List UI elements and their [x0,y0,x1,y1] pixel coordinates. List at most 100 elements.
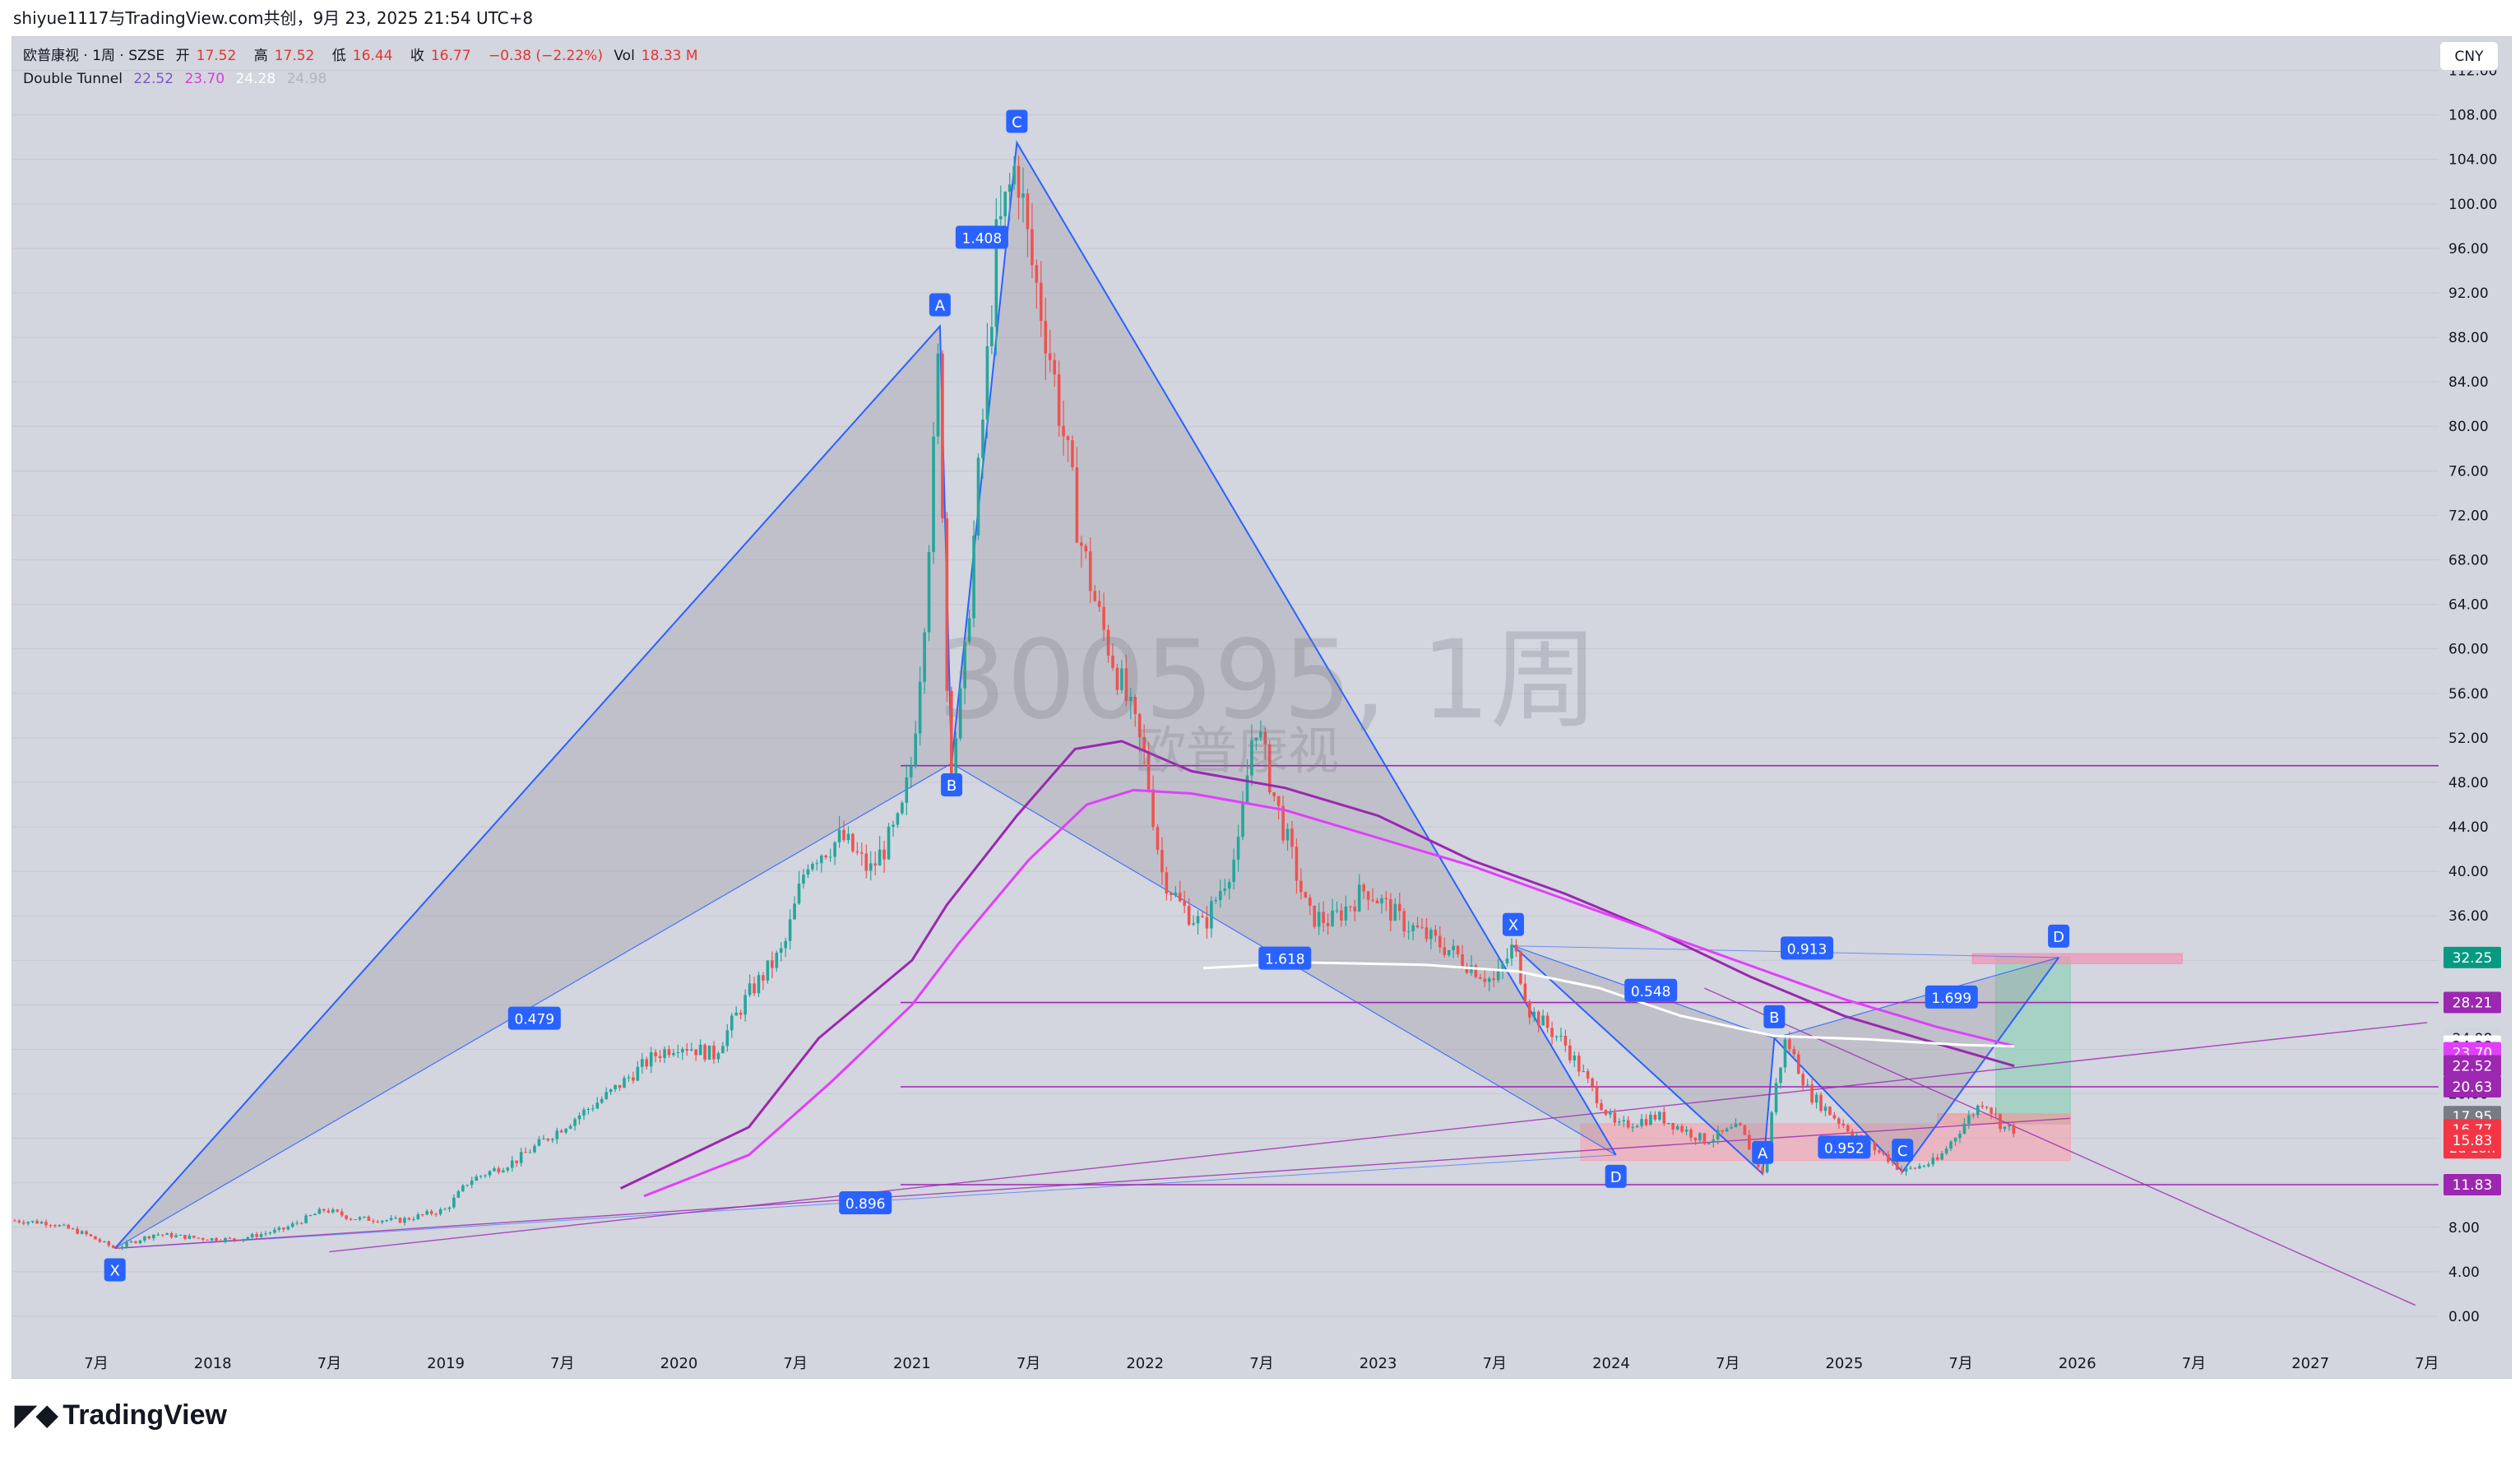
candle-body [1178,893,1182,902]
candle-body [1990,1107,1993,1114]
candle-body [1066,436,1070,441]
candle-body [1142,736,1146,752]
candle-body [698,1044,702,1056]
candle-body [784,940,787,949]
candle-body [429,1211,433,1214]
candle-body [851,833,855,851]
chart-pane[interactable]: X A B C D 0.479 1.408 1.618 0.896 X A B C D 0.548 0.913… [12,36,2512,1379]
candle-body [1326,922,1330,926]
candle-body [1532,1011,1536,1018]
candle-body [676,1052,680,1054]
currency-button[interactable]: CNY [2439,41,2499,71]
candle-body [2012,1125,2016,1135]
candle-body [833,842,836,857]
candle-body [1084,545,1088,552]
x-tick-label: 2020 [660,1355,698,1372]
indicator-value-1: 22.52 [133,71,174,87]
candle-body [1402,911,1406,932]
candle-body [1474,965,1478,977]
candle-body [380,1220,384,1223]
candle-body [1505,958,1509,964]
candle-body [85,1231,88,1235]
y-tick-label: 104.00 [2448,152,2497,169]
candle-body [313,1213,317,1216]
candle-body [1666,1123,1670,1125]
x-tick-label: 2023 [1360,1355,1397,1372]
candle-body [819,855,823,864]
candle-body [237,1240,241,1241]
price-label-22.52-bg [2444,1055,2501,1077]
candle-body [1653,1115,1657,1120]
candle-body [103,1241,106,1242]
y-tick-label: 0.00 [2448,1309,2480,1325]
candle-body [815,863,819,865]
candle-body [1017,165,1021,198]
x-tick-label: 2026 [2059,1355,2096,1372]
candle-body [1841,1123,1846,1126]
candle-body [1250,740,1253,776]
indicator-name[interactable]: Double Tunnel [23,71,123,87]
candle-body [1895,1162,1899,1170]
candle-body [1788,1039,1791,1050]
candle-body [1317,912,1321,927]
candle-body [1111,655,1114,668]
candle-body [1949,1141,1953,1149]
candle-body [1353,907,1357,912]
ratio-label-1.408-bg [955,225,1008,249]
candle-body [206,1239,209,1241]
candle-body [636,1066,640,1081]
candle-body [793,903,796,920]
candle-body [151,1234,155,1239]
candle-body [1192,923,1195,925]
trendline-3 [1704,987,2416,1306]
candle-body [712,1045,716,1060]
candle-body [909,765,913,777]
candle-body [1267,744,1272,793]
candle-body [1851,1131,1854,1136]
candle-body [1707,1142,1711,1144]
candle-body [277,1227,281,1230]
y-tick-label: 56.00 [2448,686,2489,703]
candle-body [967,618,971,643]
legend-indicator-row: Double Tunnel 22.52 23.70 24.28 24.98 [23,67,711,90]
candle-body [618,1084,622,1088]
candle-body [67,1224,71,1229]
candle-body [1823,1107,1827,1111]
candle-body [1640,1119,1643,1126]
candle-body [658,1056,662,1058]
candle-body [577,1115,581,1120]
candle-body [322,1209,326,1211]
candle-body [1236,837,1240,860]
candle-body [71,1228,75,1230]
candle-body [828,856,832,858]
x-tick-label: 7月 [1483,1355,1507,1372]
candle-body [111,1245,115,1248]
pattern-point-C: C [1897,1143,1908,1160]
candle-body [1698,1133,1702,1141]
candle-body [559,1130,563,1133]
legend-symbol[interactable]: 欧普康视 · 1周 · SZSE [23,48,165,64]
company-watermark: 欧普康视 [1135,721,1340,781]
chart-canvas[interactable]: X A B C D 0.479 1.408 1.618 0.896 X A B C D 0.548 0.913… [12,37,2511,1378]
candle-body [510,1160,514,1168]
candle-body [1492,978,1496,981]
candle-body [1734,1123,1738,1128]
candle-body [963,642,966,689]
y-tick-label: 96.00 [2448,241,2489,258]
candle-body [950,690,953,777]
candle-body [434,1213,438,1215]
candle-body [49,1225,53,1227]
candle-body [1227,882,1231,889]
candle-body [1684,1130,1688,1132]
candle-body [1048,353,1052,360]
candle-body [1165,872,1169,894]
candle-body [246,1237,250,1239]
y-tick-label: 8.00 [2448,1220,2480,1237]
time-axis: 7月 2018 7月 2019 7月 2020 7月 2021 7月 2022 7月 2023 7月 20… [84,1355,2439,1372]
indicator-value-3: 24.28 [235,71,276,87]
candle-body [932,436,935,552]
candle-body [1631,1127,1634,1129]
candle-body [1595,1086,1599,1104]
candle-body [1479,977,1482,979]
candle-body [1340,910,1343,921]
